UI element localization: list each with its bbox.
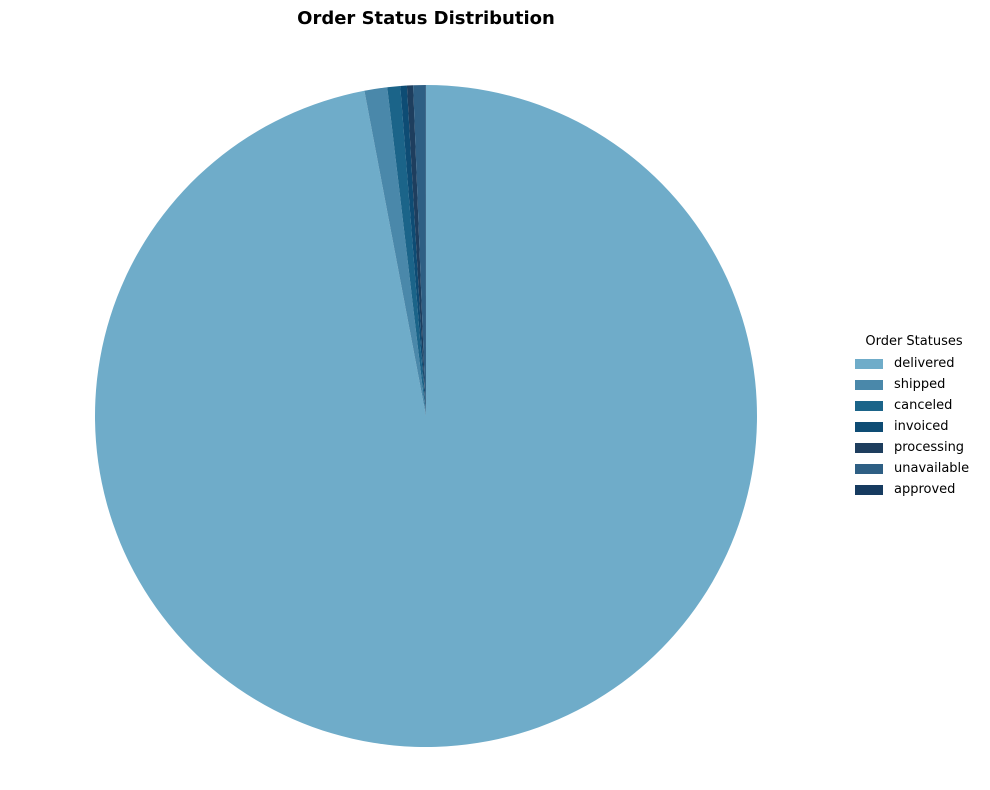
pie-slices (94, 84, 757, 747)
legend-swatch (855, 421, 883, 432)
legend: Order Statuses delivered shipped canceled i… (852, 333, 980, 500)
legend-swatch (855, 442, 883, 453)
pie-slice-shipped (364, 87, 426, 417)
legend-label: canceled (894, 398, 953, 413)
pie-slice-canceled (387, 86, 426, 416)
legend-swatch (855, 463, 883, 474)
pie-slice-invoiced (400, 85, 426, 416)
legend-label: shipped (894, 377, 946, 392)
legend-label: unavailable (894, 461, 970, 476)
pie-slice-delivered (94, 85, 757, 747)
legend-label: delivered (894, 356, 955, 371)
legend-item-invoiced: invoiced (852, 416, 980, 437)
legend-item-approved: approved (852, 479, 980, 500)
legend-label: approved (894, 482, 956, 497)
legend-item-unavailable: unavailable (852, 458, 980, 479)
legend-item-shipped: shipped (852, 374, 980, 395)
legend-swatch (855, 400, 883, 411)
legend-items: delivered shipped canceled invoiced processi… (852, 353, 980, 500)
legend-item-delivered: delivered (852, 353, 980, 374)
legend-swatch (855, 484, 883, 495)
legend-label: invoiced (894, 419, 949, 434)
legend-item-canceled: canceled (852, 395, 980, 416)
legend-label: processing (894, 440, 965, 455)
legend-swatch (855, 358, 883, 369)
pie-chart (94, 84, 757, 747)
legend-swatch (855, 379, 883, 390)
chart-title: Order Status Distribution (297, 8, 555, 29)
pie-slice-unavailable (413, 85, 426, 416)
legend-item-processing: processing (852, 437, 980, 458)
legend-title: Order Statuses (865, 334, 963, 349)
pie-slice-processing (406, 85, 426, 416)
